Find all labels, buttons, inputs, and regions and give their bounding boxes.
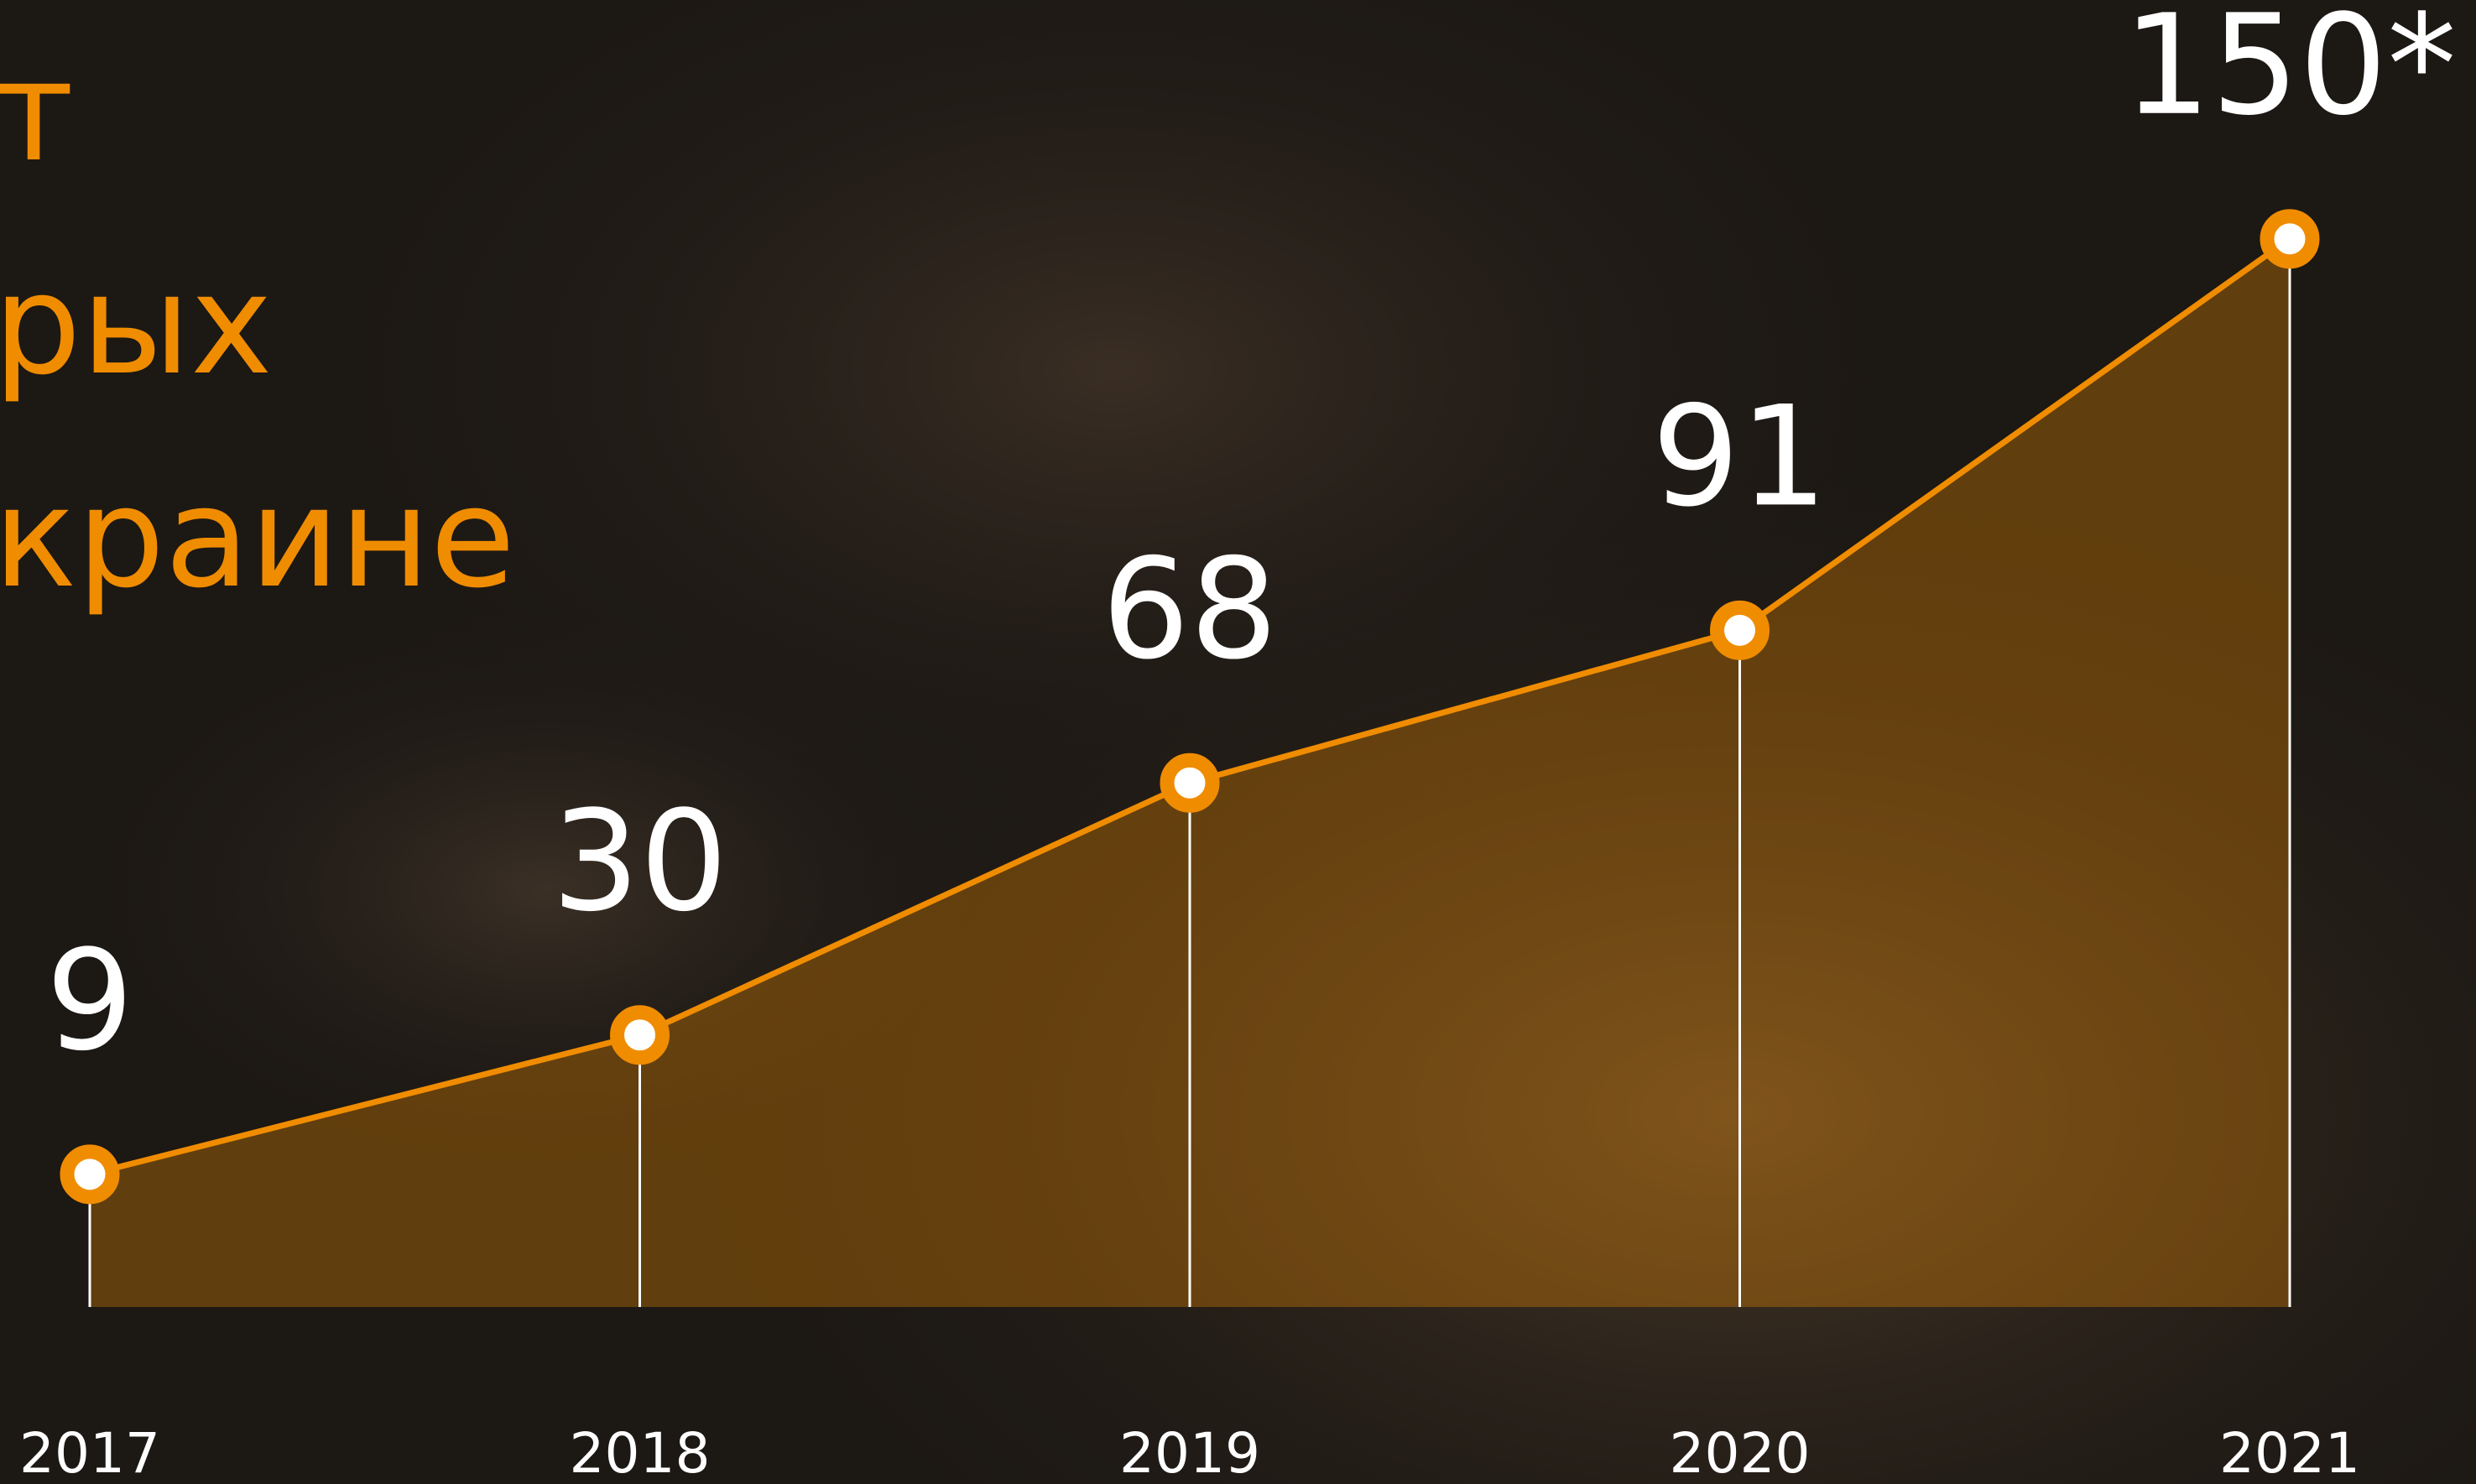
value-label: 68: [1102, 529, 1278, 690]
x-tick-label: 2018: [570, 1421, 711, 1484]
title-line: рых: [0, 244, 273, 405]
value-label: 9: [46, 920, 134, 1081]
page: т рых краине 9 2017 30 2018 68 2019 91 2020 150* 20…: [0, 0, 2476, 1484]
chart: т рых краине 9 2017 30 2018 68 2019 91 2020 150* 20…: [0, 0, 2476, 1484]
x-tick-label: 2017: [19, 1421, 160, 1484]
point: [2267, 216, 2312, 262]
point: [618, 1013, 663, 1058]
value-label: 30: [552, 781, 728, 942]
title-line: краине: [0, 457, 515, 618]
x-tick-label: 2019: [1119, 1421, 1260, 1484]
x-tick-label: 2020: [1670, 1421, 1811, 1484]
title-line: т: [0, 31, 74, 192]
value-label: 91: [1652, 376, 1828, 537]
point: [67, 1152, 112, 1197]
point: [1718, 607, 1763, 653]
x-tick-label: 2021: [2219, 1421, 2360, 1484]
point: [1167, 760, 1212, 805]
value-label: 150*: [2123, 0, 2456, 146]
